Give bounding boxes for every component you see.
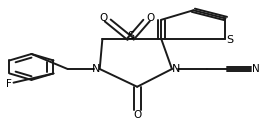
Text: N: N xyxy=(91,64,100,74)
Text: S: S xyxy=(226,35,233,45)
Text: O: O xyxy=(133,110,141,120)
Text: S: S xyxy=(127,31,134,41)
Text: N: N xyxy=(252,64,260,74)
Text: O: O xyxy=(100,13,108,23)
Text: F: F xyxy=(6,79,12,89)
Text: O: O xyxy=(146,13,155,23)
Text: N: N xyxy=(172,64,180,74)
